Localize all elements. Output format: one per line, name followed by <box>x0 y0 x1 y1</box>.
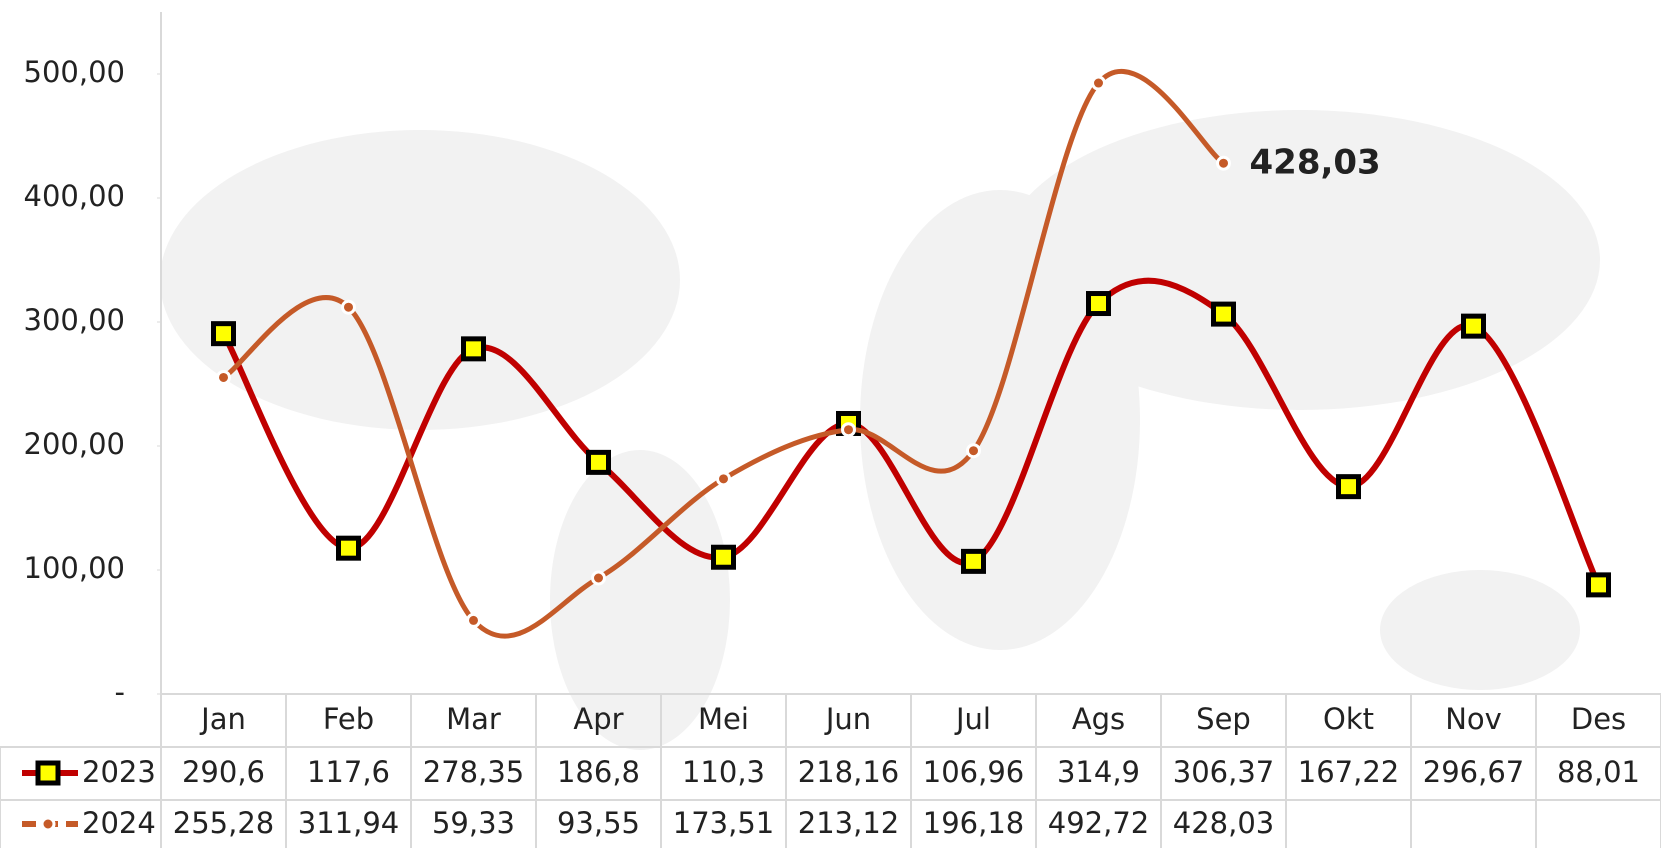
table-cell: 110,3 <box>682 755 765 789</box>
table-cell: 173,51 <box>673 806 774 840</box>
series-line <box>220 277 1602 587</box>
marker <box>1336 474 1361 500</box>
marker <box>216 369 231 385</box>
marker <box>1091 75 1106 91</box>
x-tick-label: Mei <box>698 702 749 736</box>
table-cell: 296,67 <box>1423 755 1524 789</box>
x-tick-label: Ags <box>1072 702 1125 736</box>
table-cell: 314,9 <box>1057 755 1140 789</box>
legend-label: 2023 <box>82 755 156 789</box>
table-cell: 117,6 <box>307 755 390 789</box>
table-cell: 106,96 <box>923 755 1024 789</box>
y-tick-label: - <box>115 675 125 709</box>
x-tick-label: Apr <box>573 702 623 736</box>
table-cell: 428,03 <box>1173 806 1274 840</box>
data-label: 428,03 <box>1250 143 1381 183</box>
table-cell: 290,6 <box>182 755 265 789</box>
y-tick-label: 200,00 <box>24 427 125 461</box>
x-tick-label: Mar <box>446 702 501 736</box>
x-tick-label: Des <box>1571 702 1626 736</box>
marker <box>1211 301 1236 327</box>
marker <box>1086 291 1111 317</box>
marker <box>841 422 856 438</box>
table-cell: 196,18 <box>923 806 1024 840</box>
map-background <box>160 110 1600 750</box>
table-cell: 213,12 <box>798 806 899 840</box>
table-cell: 311,94 <box>298 806 399 840</box>
marker <box>211 321 236 347</box>
legend-label: 2024 <box>82 806 156 840</box>
x-tick-label: Okt <box>1323 702 1374 736</box>
x-tick-label: Feb <box>323 702 374 736</box>
marker <box>466 612 481 628</box>
marker <box>336 535 361 561</box>
marker <box>1461 313 1486 339</box>
x-tick-label: Nov <box>1445 702 1502 736</box>
table-cell: 186,8 <box>557 755 640 789</box>
table-cell: 167,22 <box>1298 755 1399 789</box>
marker <box>716 471 731 487</box>
table-cell: 278,35 <box>423 755 524 789</box>
table-cell: 88,01 <box>1557 755 1640 789</box>
table-cell: 218,16 <box>798 755 899 789</box>
x-tick-label: Jun <box>824 702 871 736</box>
y-tick-label: 100,00 <box>24 551 125 585</box>
marker <box>1586 572 1611 598</box>
marker <box>461 336 486 362</box>
table-cell: 255,28 <box>173 806 274 840</box>
table-cell: 492,72 <box>1048 806 1149 840</box>
y-tick-label: 500,00 <box>24 55 125 89</box>
marker <box>966 443 981 459</box>
marker <box>961 548 986 574</box>
marker <box>1216 155 1231 171</box>
marker <box>591 570 606 586</box>
marker <box>341 299 356 315</box>
y-tick-label: 400,00 <box>24 179 125 213</box>
x-tick-label: Jan <box>199 702 246 736</box>
table-cell: 59,33 <box>432 806 515 840</box>
marker <box>35 760 61 786</box>
y-tick-label: 300,00 <box>24 303 125 337</box>
x-tick-label: Sep <box>1196 702 1251 736</box>
x-tick-label: Jul <box>954 702 991 736</box>
table-cell: 93,55 <box>557 806 640 840</box>
marker <box>586 449 611 475</box>
marker <box>711 544 736 570</box>
marker <box>40 816 56 832</box>
table-cell: 306,37 <box>1173 755 1274 789</box>
